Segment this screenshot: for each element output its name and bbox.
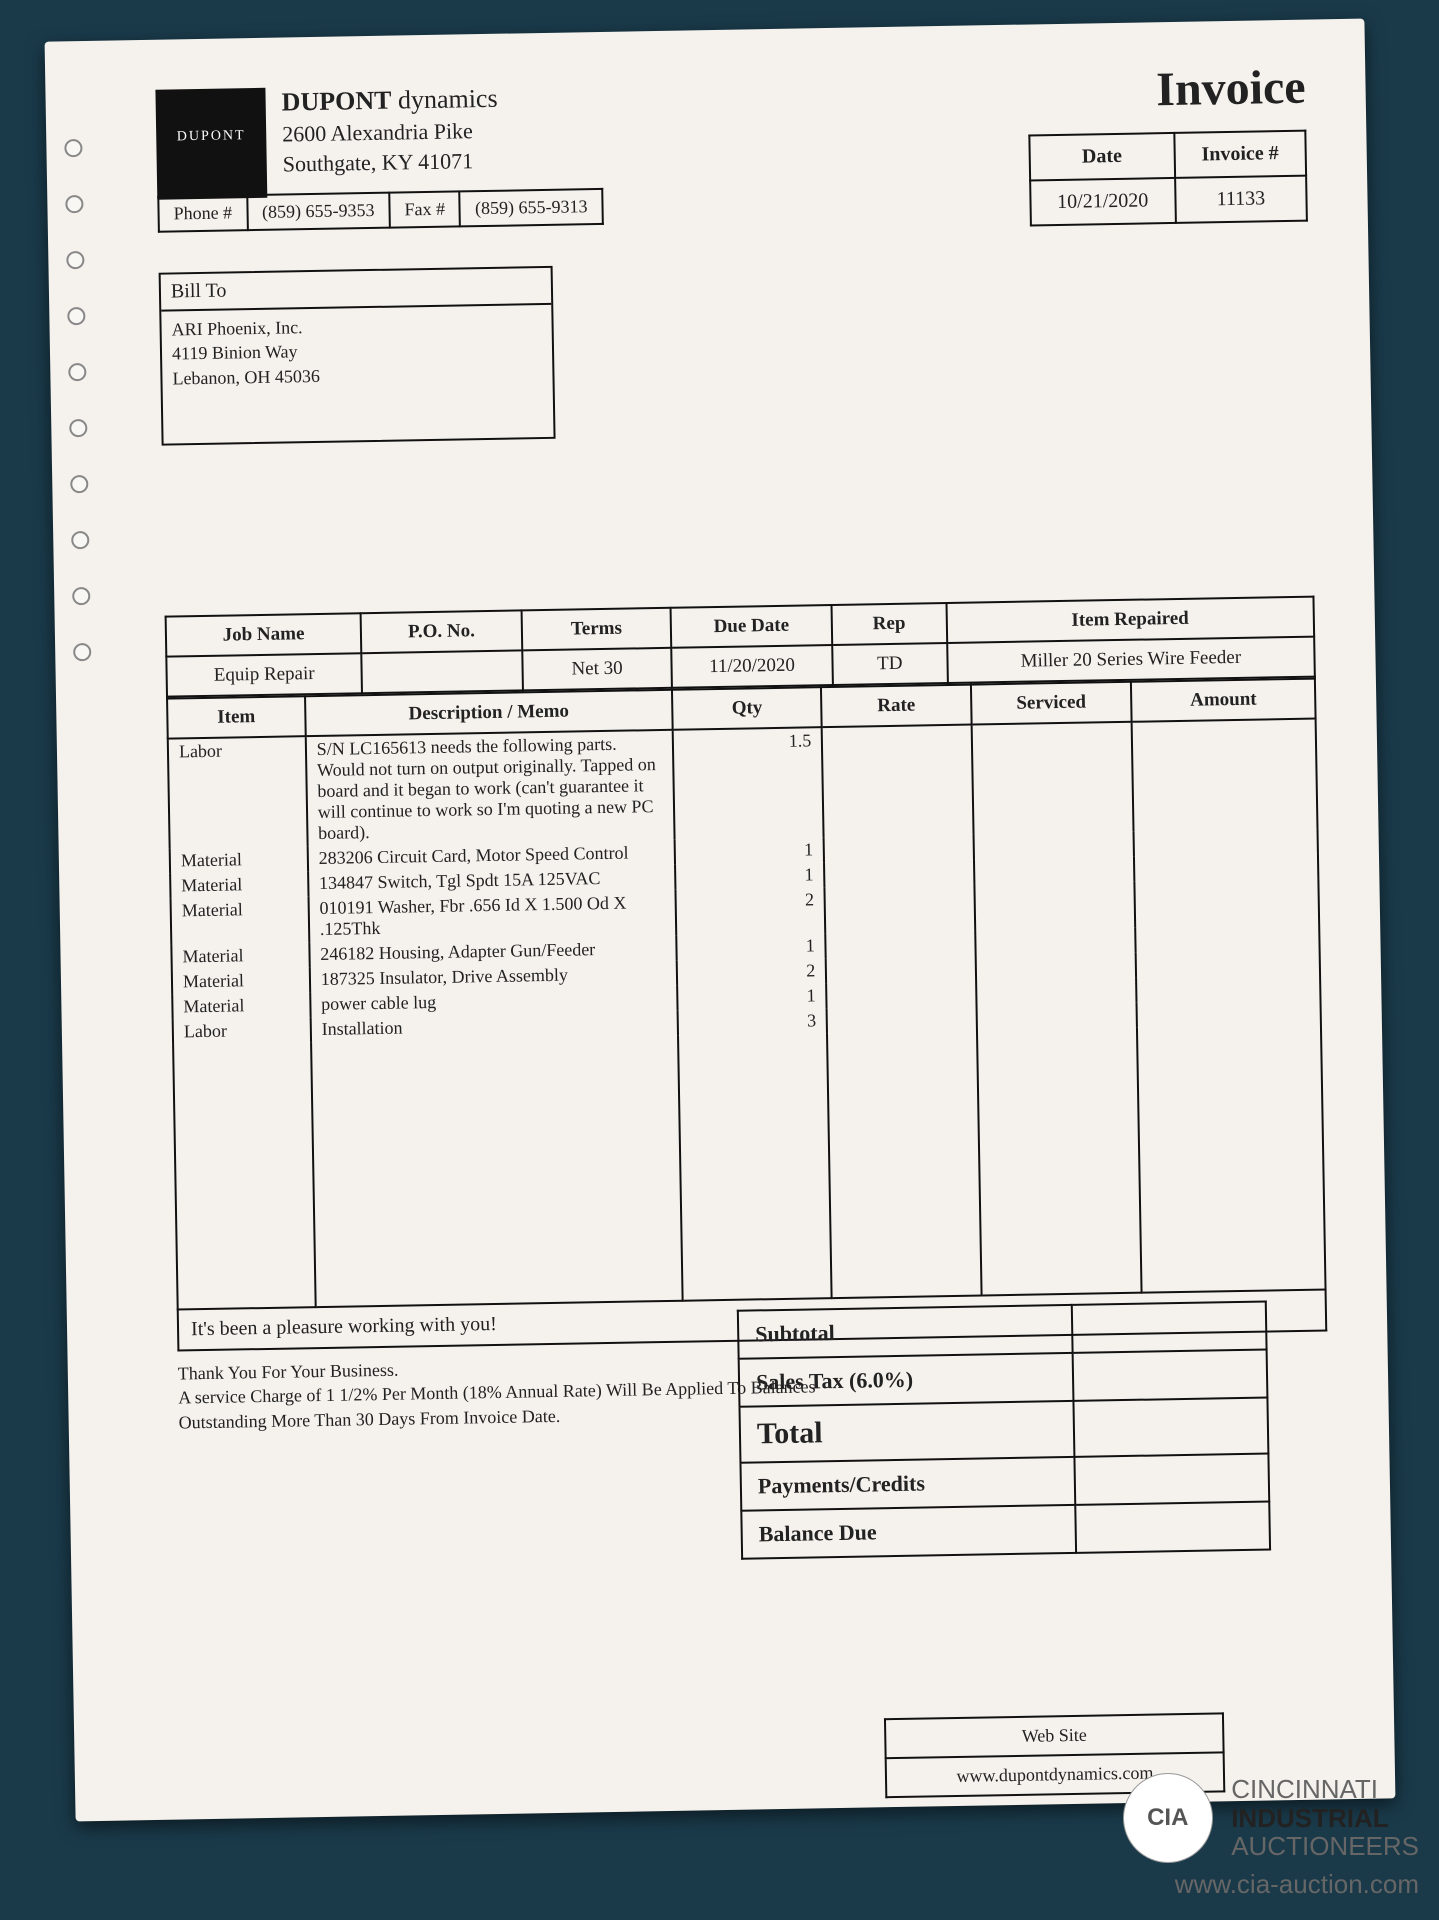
li-item: Labor [168,736,308,848]
li-qty: 1.5 [673,727,824,840]
jh-item: Item Repaired [946,597,1314,643]
company-addr1: 2600 Alexandria Pike [282,118,498,148]
num-val: 11133 [1175,176,1307,223]
ih-desc: Description / Memo [305,690,673,736]
li-qty: 1 [676,933,826,961]
company-block: DUPONT dynamics 2600 Alexandria Pike Sou… [281,84,498,178]
li-desc: 010191 Washer, Fbr .656 Id X 1.500 Od X … [308,890,676,942]
jv-po [361,650,522,693]
t-tot: Total [739,1401,1074,1463]
fax-value: (859) 655-9313 [460,189,603,226]
li-qty: 1 [675,837,825,865]
company-name-strong: DUPONT [281,86,391,117]
li-item: Material [172,967,310,994]
li-qty: 3 [678,1008,828,1036]
v-tax [1073,1350,1268,1401]
date-h: Date [1029,133,1175,181]
jv-terms: Net 30 [522,648,672,691]
v-sub [1072,1302,1267,1353]
t-bal: Balance Due [741,1505,1076,1559]
t-sub: Subtotal [738,1305,1073,1359]
line-row-filler [173,1025,1325,1310]
ih-item: Item [167,696,305,738]
li-qty: 1 [677,983,827,1011]
jh-po: P.O. No. [361,610,522,653]
watermark-badge-icon: CIA [1123,1773,1213,1863]
jv-due: 11/20/2020 [671,645,832,688]
auctioneer-watermark: CIA CINCINNATI INDUSTRIAL AUCTIONEERS ww… [1123,1773,1419,1900]
li-item: Material [170,871,308,898]
num-h: Invoice # [1174,131,1306,178]
li-qty: 1 [675,862,825,890]
invoice-meta: Date Invoice # 10/21/2020 11133 [1028,130,1308,227]
li-item: Labor [173,1017,311,1044]
ih-qty: Qty [672,687,822,730]
li-item: Material [172,992,310,1019]
jh-rep: Rep [831,603,946,645]
items-table: Item Description / Memo Qty Rate Service… [166,678,1327,1311]
li-item: Material [171,942,309,969]
company-logo: DUPONT [155,88,267,200]
ws-h: Web Site [885,1713,1224,1758]
v-pay [1074,1454,1269,1505]
bill-to-box: Bill To ARI Phoenix, Inc. 4119 Binion Wa… [159,266,556,446]
fax-label: Fax # [389,191,460,227]
totals-table: Subtotal Sales Tax (6.0%) Total Payments… [737,1301,1271,1560]
li-qty: 2 [677,958,827,986]
company-addr2: Southgate, KY 41071 [283,148,499,178]
jh-terms: Terms [521,608,671,651]
wm-l3: AUCTIONEERS [1231,1832,1419,1861]
t-tax: Sales Tax (6.0%) [739,1353,1074,1407]
company-name-light: dynamics [391,84,498,115]
paper-sheet: DUPONT DUPONT dynamics 2600 Alexandria P… [45,19,1396,1822]
jv-name: Equip Repair [166,653,362,696]
v-bal [1075,1502,1270,1553]
li-desc: S/N LC165613 needs the following parts. … [305,730,674,846]
ih-serv: Serviced [971,682,1132,725]
li-qty: 2 [676,887,826,936]
v-tot [1073,1398,1268,1457]
jv-item: Miller 20 Series Wire Feeder [947,637,1315,683]
jv-rep: TD [832,643,947,685]
t-pay: Payments/Credits [740,1457,1075,1511]
line-row: LaborS/N LC165613 needs the following pa… [168,719,1318,849]
invoice-title: Invoice [1156,60,1306,118]
phone-value: (859) 655-9353 [247,193,390,230]
ih-rate: Rate [821,685,971,728]
phone-label: Phone # [158,195,247,232]
wm-l2: INDUSTRIAL [1231,1804,1419,1833]
ih-amt: Amount [1131,679,1315,722]
wm-url: www.cia-auction.com [1123,1869,1419,1900]
li-item: Material [171,896,310,944]
wm-l1: CINCINNATI [1231,1775,1419,1804]
date-val: 10/21/2020 [1030,178,1176,226]
jh-name: Job Name [166,613,362,656]
stage: DUPONT DUPONT dynamics 2600 Alexandria P… [0,0,1439,1920]
li-item: Material [170,846,308,873]
jh-due: Due Date [671,605,832,648]
